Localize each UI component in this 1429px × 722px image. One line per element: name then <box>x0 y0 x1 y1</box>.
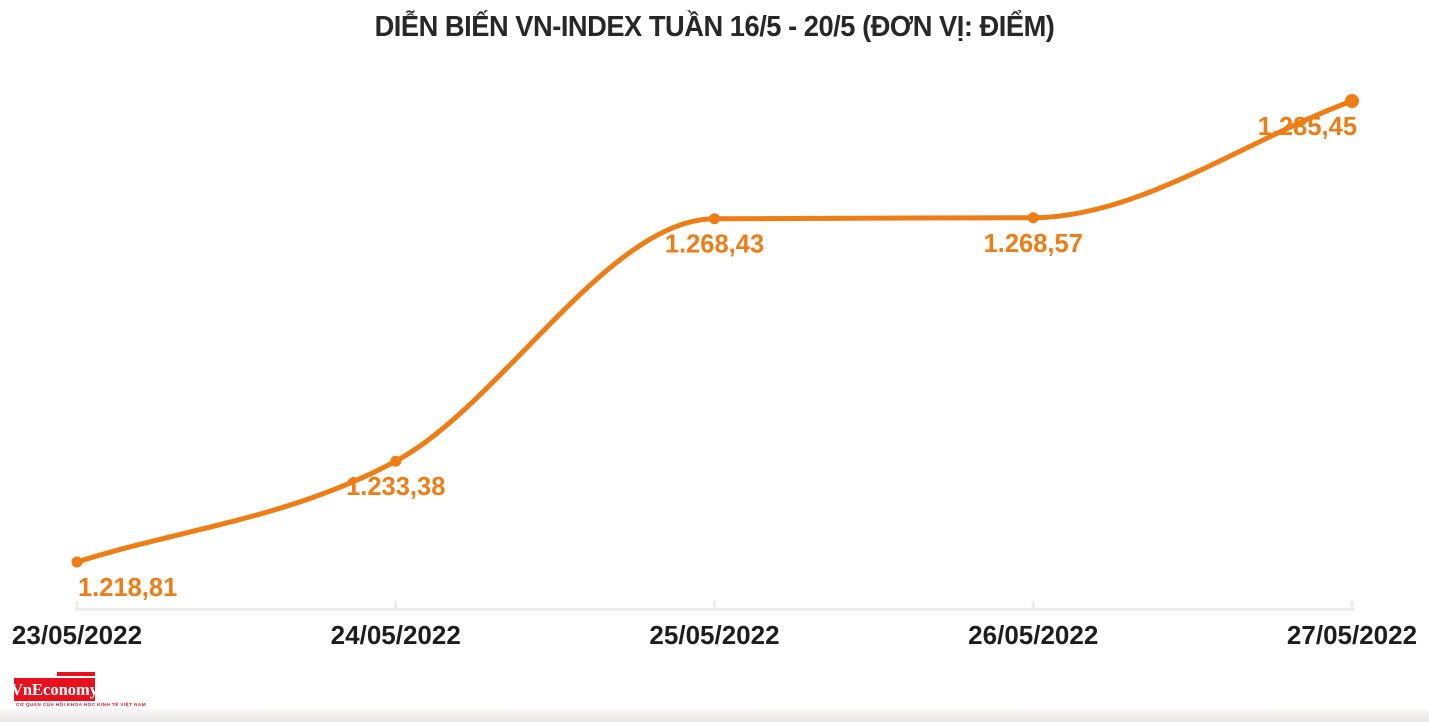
data-point-marker <box>709 213 720 225</box>
x-axis-tick <box>1031 601 1035 611</box>
x-axis-label: 25/05/2022 <box>649 620 779 650</box>
bottom-band <box>0 709 1429 722</box>
data-point-label: 1.218,81 <box>78 574 177 602</box>
x-axis-tick <box>394 601 398 611</box>
x-axis-label: 23/05/2022 <box>12 620 142 650</box>
data-point-marker <box>1027 212 1039 224</box>
data-point-marker <box>390 455 402 467</box>
data-point-label: 1.268,43 <box>665 231 764 259</box>
data-point-marker <box>71 556 83 568</box>
x-axis-tick <box>75 601 79 611</box>
x-axis-label: 27/05/2022 <box>1287 620 1417 650</box>
x-axis-tick <box>713 601 716 611</box>
logo-text: VnEconomy <box>10 679 99 699</box>
data-point-marker <box>1345 94 1359 108</box>
logo-box: VnEconomy <box>10 678 99 701</box>
line-path <box>74 98 1355 565</box>
x-axis-label: 26/05/2022 <box>968 620 1098 650</box>
logo-tagline: CƠ QUAN CỦA HỘI KHOA HỌC KINH TẾ VIỆT NA… <box>16 702 146 707</box>
data-point-label: 1.233,38 <box>346 473 445 501</box>
x-axis-tick <box>1350 601 1354 611</box>
data-point-label: 1.285,45 <box>1258 113 1357 141</box>
data-point-label: 1.268,57 <box>984 230 1083 258</box>
chart-title: DIỄN BIẾN VN-INDEX TUẦN 16/5 - 20/5 (ĐƠN… <box>374 11 1055 43</box>
vneconomy-logo: VnEconomy CƠ QUAN CỦA HỘI KHOA HỌC KINH … <box>10 671 146 711</box>
logo-accent-bar <box>57 672 95 676</box>
x-axis-label: 24/05/2022 <box>331 620 461 650</box>
